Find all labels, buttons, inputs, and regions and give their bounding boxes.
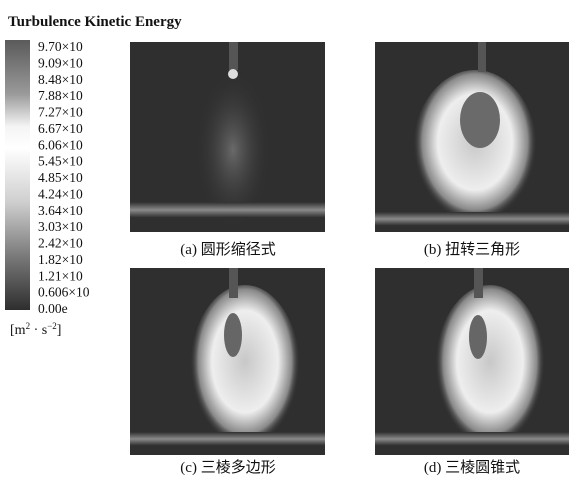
colorbar-label: 3.03×10 — [38, 219, 83, 234]
label-text: 1.82×10 — [38, 252, 83, 267]
label-text: 4.85×10 — [38, 170, 83, 185]
label-text: 6.06×10 — [38, 137, 83, 152]
colorbar-label: 0.00e — [38, 301, 68, 316]
label-text: 6.67×10 — [38, 121, 83, 136]
panel-caption: (d) 三棱圆锥式 — [424, 459, 520, 476]
colorbar-label: 1.21×10 — [38, 268, 83, 283]
colorbar-label: 6.67×10 — [38, 121, 83, 136]
label-text: 0.00e — [38, 301, 68, 316]
label-text: [m — [10, 323, 26, 338]
colorbar-label: 4.85×10 — [38, 170, 83, 185]
panel-a — [130, 42, 325, 232]
label-text: 5.45×10 — [38, 154, 83, 169]
panel-caption: (c) 三棱多边形 — [180, 459, 275, 476]
label-text: ] — [57, 323, 62, 338]
colorbar-label: 8.48×10 — [38, 72, 83, 87]
colorbar-unit: [m2​ · s−2​] — [10, 321, 61, 338]
colorbar-label: 9.70×10 — [38, 39, 83, 54]
figure-title: Turbulence Kinetic Energy — [8, 14, 182, 30]
colorbar-label: 6.06×10 — [38, 137, 83, 152]
colorbar-label: 7.88×10 — [38, 88, 83, 103]
panel-d — [375, 268, 569, 455]
label-text: 9.09×10 — [38, 55, 83, 70]
colorbar-label: 7.27×10 — [38, 105, 83, 120]
label-text: 4.24×10 — [38, 186, 83, 201]
colorbar — [5, 40, 30, 310]
colorbar-label: 3.64×10 — [38, 203, 83, 218]
colorbar-label: 9.09×10 — [38, 55, 83, 70]
label-text: 7.88×10 — [38, 88, 83, 103]
label-text: 3.64×10 — [38, 203, 83, 218]
panel-c — [130, 268, 325, 455]
colorbar-label: 4.24×10 — [38, 186, 83, 201]
colorbar-label: 2.42×10 — [38, 236, 83, 251]
panel-b — [375, 42, 569, 232]
label-text: 8.48×10 — [38, 72, 83, 87]
label-text: 7.27×10 — [38, 105, 83, 120]
label-text: · s — [30, 323, 47, 338]
label-text: 2.42×10 — [38, 236, 83, 251]
label-text: 1.21×10 — [38, 268, 83, 283]
colorbar-label: 0.606×10 — [38, 285, 90, 300]
figure: Turbulence Kinetic Energy 9.70×109.09×10… — [0, 0, 579, 482]
panel-caption: (a) 圆形缩径式 — [180, 241, 275, 258]
label-text: 0.606×10 — [38, 285, 90, 300]
colorbar-labels: 9.70×109.09×10 8.48×107.88×10 7.27×106.67×… — [38, 39, 90, 316]
colorbar-label: 1.82×10 — [38, 252, 83, 267]
label-text: 3.03×10 — [38, 219, 83, 234]
label-superscript: −2 — [47, 321, 57, 331]
panel-caption: (b) 扭转三角形 — [424, 241, 520, 258]
label-text: 9.70×10 — [38, 39, 83, 54]
colorbar-label: 5.45×10 — [38, 154, 83, 169]
